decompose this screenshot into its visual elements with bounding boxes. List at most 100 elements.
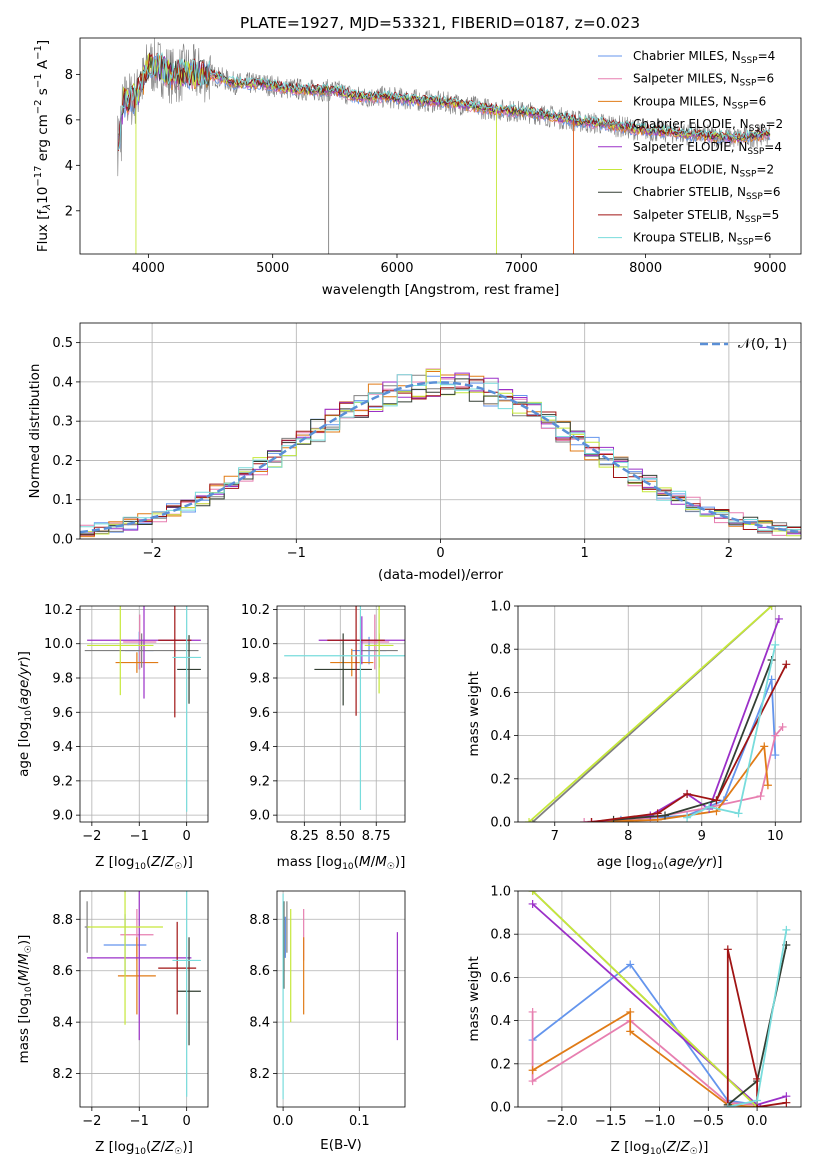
label-part: s [35,88,51,99]
label-part: −1 [33,45,44,60]
label-part: age [log [16,722,32,777]
panel-age_vs_mass: 8.25 8.50 8.75 9.0 9.2 9.4 9.6 9.8 10.0 10.2 mass … [241,603,405,872]
weight-line-kroupa-stelib [686,644,777,819]
y-tick-label: 9.4 [52,740,73,755]
label-part: −2 [33,99,44,114]
axes-frame [79,605,209,823]
label-part: M [16,953,32,965]
weight-marker [763,781,772,790]
panel-spectrum: 4000 5000 6000 7000 8000 9000 2 4 6 8 Chabrier MIL… [33,37,802,298]
legend-entry: Kroupa MILES, NSSP=6 [633,94,766,111]
weight-marker [723,1103,732,1107]
weight-marker [771,751,780,760]
y-tick-label: 8.6 [52,964,73,979]
axes-frame [517,890,802,1108]
y-axis-label: age [log10(age/yr)] [16,651,34,777]
label-part: Chabrier STELIB, N [633,185,746,199]
label-part: / [371,854,376,870]
weight-line-salpeter-miles [584,726,784,822]
label-part: Salpeter STELIB, N [633,208,745,222]
weight-marker [653,809,662,818]
x-tick-label: 8 [624,829,632,844]
x-tick-label: 4000 [132,261,165,276]
x-tick-label: 0 [183,1114,191,1129]
x-tick-label: −0.5 [693,1114,725,1129]
y-tick-label: 6 [65,113,73,128]
weight-marker [661,811,670,820]
histogram-kroupa-stelib [80,374,801,531]
label-part: 10 [35,187,51,204]
legend-entry: Kroupa ELODIE, NSSP=2 [633,163,774,180]
label-part: λ [42,204,53,211]
label-part: −1 [33,73,44,88]
legend-entry: Chabrier MILES, NSSP=4 [633,49,775,66]
y-tick-label: 0.5 [52,336,73,351]
weight-marker [723,945,732,954]
weight-marker [528,1007,537,1016]
weight-marker [771,640,780,649]
label-part: =5 [762,208,780,222]
label-part: SSP [741,56,758,66]
label-part: Z [150,1139,161,1155]
label-part: =2 [756,163,774,177]
weight-marker [767,675,776,684]
label-part: SSP [745,215,762,225]
plot-area [117,38,771,254]
weight-marker [753,1096,762,1105]
plot-area [284,606,405,810]
label-part: Z [log [95,854,134,870]
x-tick-label: 8000 [629,261,662,276]
label-part: ( [661,1139,666,1155]
legend-entry: Salpeter MILES, NSSP=6 [633,72,774,89]
label-part: )] [182,1139,193,1155]
label-part: Z [150,854,161,870]
label-part: 10 [134,1147,146,1157]
y-tick-label: 8.6 [249,964,270,979]
model-line-kroupa-stelib [118,51,771,150]
y-tick-label: 1.0 [490,885,511,900]
x-axis-label: Z [log10(Z/Z☉)] [95,1139,193,1157]
y-tick-label: 0.4 [490,729,511,744]
y-tick-label: 2 [65,204,73,219]
y-tick-label: 9.6 [52,706,73,721]
label-part: =2 [765,117,783,131]
label-part: ( [146,854,151,870]
weight-marker [626,1007,635,1016]
x-tick-label: 2 [725,546,733,561]
axes-frame [276,890,406,1108]
label-part: Salpeter ELODIE, N [633,140,747,154]
y-tick-label: 10.2 [44,603,73,618]
x-axis-label: age [log10(age/yr)] [597,854,723,872]
y-axis-label: mass weight [466,956,482,1041]
plot-area [282,893,398,1100]
y-tick-label: 8.8 [52,913,73,928]
axes-frame [79,890,209,1108]
y-tick-label: 10.0 [44,637,73,652]
label-part: =6 [763,185,781,199]
y-tick-label: 0.8 [490,643,511,658]
plot-area [80,368,801,538]
label-part: 10 [24,710,34,722]
weight-marker [525,818,534,822]
label-part: SSP [740,79,757,89]
label-part: SSP [732,101,749,111]
y-tick-label: 10.2 [241,603,270,618]
legend-entry: 𝒩(0, 1) [738,336,787,352]
label-part: SSP [749,124,766,134]
label-part: 10 [652,862,664,872]
y-tick-label: 8.2 [249,1067,270,1082]
label-part: M [375,854,387,870]
panel-weight_vs_Z: −2.0 −1.5 −1.0 −0.5 0.0 0.0 0.2 0.4 0.6 0.8 1.0 Z [… [466,885,802,1157]
y-label-text: mass [log10(M/M☉)] [16,935,34,1064]
x-tick-label: 0.1 [349,1114,370,1129]
legend-entry: Kroupa STELIB, NSSP=6 [633,231,771,248]
x-tick-label: −1 [130,829,149,844]
y-tick-label: 4 [65,159,73,174]
y-label-text: Flux [fλ10−17 erg cm−2 s−1 A−1] [33,40,53,252]
label-part: )] [16,651,32,662]
x-tick-label: −1.0 [644,1114,676,1129]
x-tick-label: −2 [82,1114,101,1129]
x-tick-label: −1 [130,1114,149,1129]
weight-marker [774,614,783,623]
